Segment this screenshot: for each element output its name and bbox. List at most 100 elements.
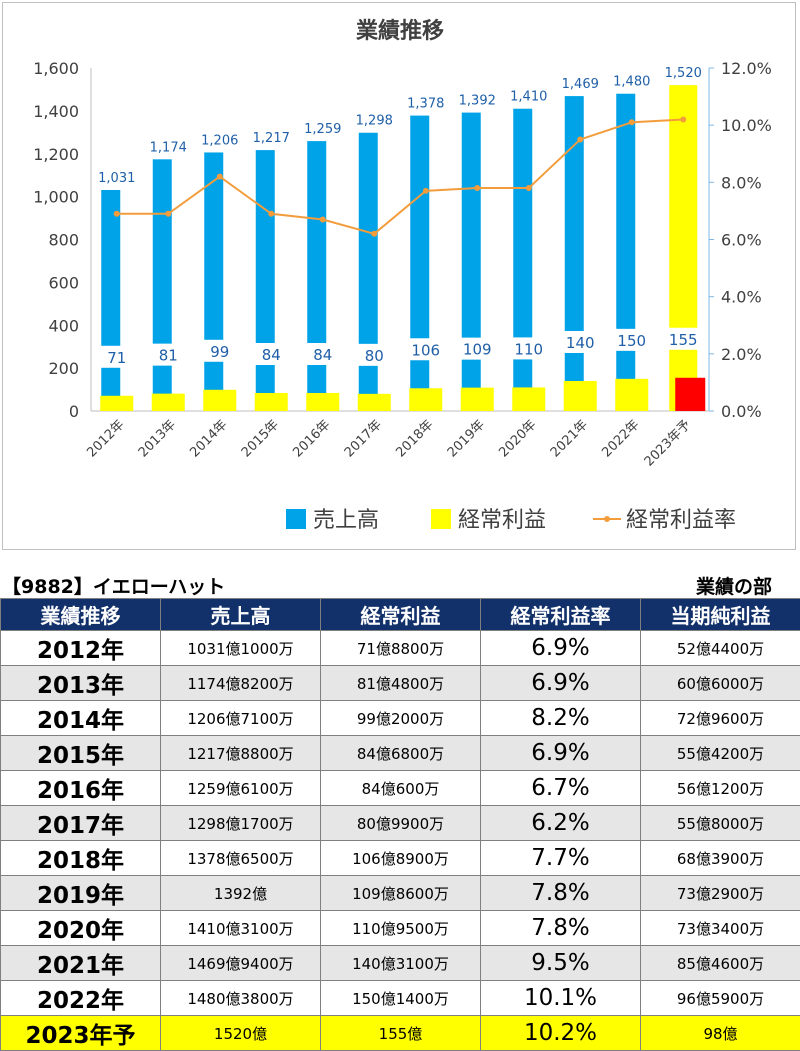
y-left-tick-label: 600 (48, 273, 79, 292)
y-right-tick-label: 12.0% (721, 59, 772, 78)
profit-data-label: 110 (514, 340, 543, 358)
sales-data-label: 1,206 (201, 133, 238, 148)
profit-rate-point (320, 216, 326, 222)
ordinary-profit-bar (358, 394, 391, 411)
cell-ordinary-profit: 71億8800万 (321, 631, 481, 666)
x-tick-label: 2013年 (136, 417, 179, 460)
x-tick-label: 2014年 (187, 417, 230, 460)
x-tick-label: 2015年 (239, 417, 282, 460)
sales-bar (307, 141, 326, 411)
cell-profit-rate: 6.7% (481, 771, 641, 806)
sales-data-label: 1,378 (407, 97, 444, 112)
cell-net-income: 56億1200万 (641, 771, 800, 806)
ordinary-profit-bar (255, 393, 288, 411)
cell-sales: 1480億3800万 (161, 981, 321, 1016)
cell-net-income: 73億2900万 (641, 876, 800, 911)
legend-swatch-sales (286, 509, 306, 529)
y-left-tick-label: 200 (48, 359, 79, 378)
sales-bar (359, 133, 378, 411)
col-header-ordinary-profit: 経常利益 (321, 599, 481, 631)
cell-ordinary-profit: 81億4800万 (321, 666, 481, 701)
cell-net-income: 60億6000万 (641, 666, 800, 701)
cell-ordinary-profit: 155億 (321, 1016, 481, 1051)
x-tick-label: 2019年 (445, 417, 488, 460)
cell-period: 2020年 (1, 911, 161, 946)
legend-label-sales: 売上高 (313, 508, 379, 533)
x-tick-label: 2023年予 (642, 417, 694, 469)
y-right-tick-label: 0.0% (721, 402, 762, 421)
profit-data-label: 140 (566, 334, 595, 352)
profit-data-label: 99 (210, 343, 229, 361)
y-left-tick-label: 1,600 (33, 59, 79, 78)
legend-swatch-rate-dot (604, 516, 610, 522)
cell-profit-rate: 7.8% (481, 876, 641, 911)
cell-net-income: 73億3400万 (641, 911, 800, 946)
sales-data-label: 1,259 (304, 122, 341, 137)
sales-data-label: 1,217 (253, 131, 290, 146)
col-header-net-income: 当期純利益 (641, 599, 800, 631)
cell-period: 2023年予 (1, 1016, 161, 1051)
ordinary-profit-bar (461, 388, 494, 411)
cell-ordinary-profit: 109億8600万 (321, 876, 481, 911)
sales-bar (101, 190, 120, 411)
cell-period: 2021年 (1, 946, 161, 981)
sales-bar (204, 152, 223, 411)
cell-ordinary-profit: 99億2000万 (321, 701, 481, 736)
profit-data-label: 150 (617, 332, 646, 350)
legend-swatch-profit (431, 509, 451, 529)
profit-rate-point (577, 136, 583, 142)
ordinary-profit-bar (203, 390, 236, 411)
cell-period: 2017年 (1, 806, 161, 841)
x-tick-label: 2020年 (496, 417, 539, 460)
y-left-tick-label: 0 (69, 402, 79, 421)
cell-period: 2015年 (1, 736, 161, 771)
profit-rate-point (526, 185, 532, 191)
cell-period: 2022年 (1, 981, 161, 1016)
x-tick-label: 2012年 (84, 417, 127, 460)
cell-sales: 1392億 (161, 876, 321, 911)
cell-profit-rate: 6.9% (481, 631, 641, 666)
ordinary-profit-bar (675, 378, 705, 411)
x-tick-label: 2018年 (393, 417, 436, 460)
sales-bar (565, 96, 584, 411)
cell-profit-rate: 6.9% (481, 666, 641, 701)
col-header-sales: 売上高 (161, 599, 321, 631)
profit-rate-point (680, 116, 686, 122)
cell-sales: 1217億8800万 (161, 736, 321, 771)
profit-data-label: 84 (313, 346, 332, 364)
y-left-tick-label: 800 (48, 231, 79, 250)
sales-bar (616, 94, 635, 411)
cell-ordinary-profit: 84億600万 (321, 771, 481, 806)
sales-data-label: 1,469 (562, 77, 599, 92)
y-right-tick-label: 6.0% (721, 231, 762, 250)
cell-profit-rate: 6.9% (481, 736, 641, 771)
ordinary-profit-bar (564, 381, 597, 411)
sales-data-label: 1,410 (510, 90, 547, 105)
profit-data-label: 109 (463, 341, 492, 359)
cell-period: 2013年 (1, 666, 161, 701)
cell-profit-rate: 7.8% (481, 911, 641, 946)
cell-period: 2019年 (1, 876, 161, 911)
sales-data-label: 1,480 (613, 75, 650, 90)
profit-data-label: 80 (365, 347, 384, 365)
sales-data-label: 1,174 (150, 140, 187, 155)
profit-data-label: 106 (411, 341, 440, 359)
cell-net-income: 98億 (641, 1016, 800, 1051)
y-right-tick-label: 2.0% (721, 345, 762, 364)
x-tick-label: 2017年 (342, 417, 385, 460)
sales-bar (513, 109, 532, 411)
profit-data-label: 155 (669, 331, 698, 349)
cell-sales: 1174億8200万 (161, 666, 321, 701)
cell-period: 2018年 (1, 841, 161, 876)
cell-ordinary-profit: 80億9900万 (321, 806, 481, 841)
cell-sales: 1031億1000万 (161, 631, 321, 666)
cell-sales: 1520億 (161, 1016, 321, 1051)
y-left-tick-label: 1,200 (33, 145, 79, 164)
cell-profit-rate: 6.2% (481, 806, 641, 841)
